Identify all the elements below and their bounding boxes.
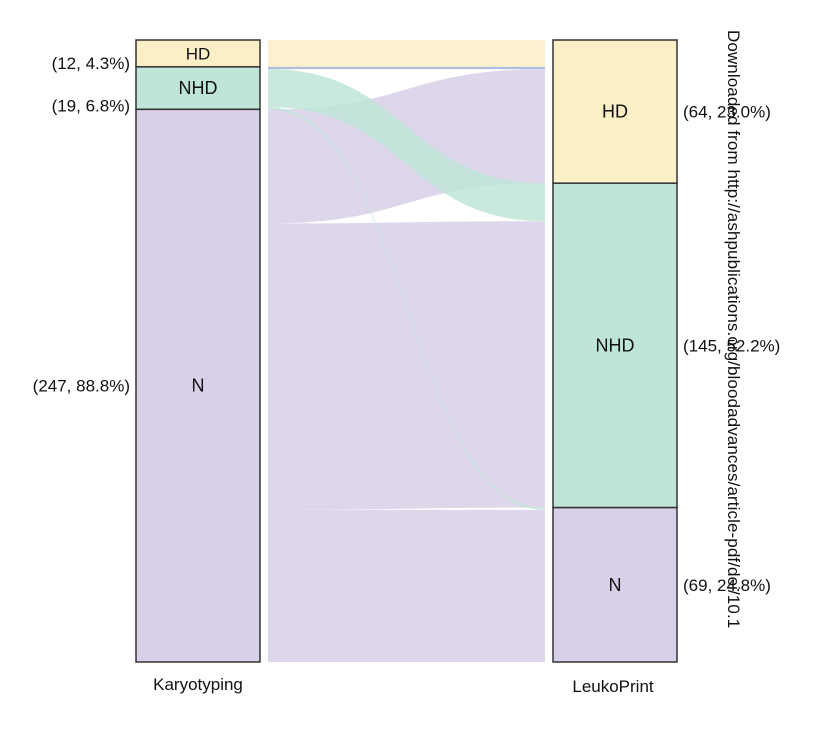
left-node-label-hd: HD	[186, 44, 211, 63]
left-annotation-hd: (12, 4.3%)	[52, 54, 130, 73]
right-node-label-n: N	[609, 575, 622, 595]
flow-n-to-nhd	[268, 221, 545, 510]
left-annotation-n: (247, 88.8%)	[33, 377, 130, 396]
left-node-label-nhd: NHD	[179, 78, 218, 98]
flow-nhd-to-nhd	[268, 69, 545, 222]
left-node-hd	[135, 39, 261, 68]
flow-hd-to-hd	[268, 40, 545, 67]
right-axis-label: LeukoPrint	[572, 677, 654, 696]
right-annotation-nhd: (145, 52.2%)	[683, 336, 780, 355]
left-annotation-nhd: (19, 6.8%)	[52, 96, 130, 115]
nodes-layer	[135, 39, 678, 663]
right-node-label-nhd: NHD	[596, 335, 635, 355]
right-node-n	[552, 506, 678, 663]
right-node-hd	[552, 39, 678, 184]
flow-n-to-n	[268, 509, 545, 662]
flows-layer	[268, 40, 545, 662]
watermark-text: Downloaded from http://ashpublications.o…	[724, 30, 743, 629]
flow-nhd-to-n	[268, 107, 545, 510]
left-node-nhd	[135, 66, 261, 111]
flow-nhd-to-hd	[268, 66, 545, 70]
right-node-label-hd: HD	[602, 102, 628, 122]
left-axis-label: Karyotyping	[153, 675, 243, 694]
left-node-n	[135, 108, 261, 663]
left-node-label-n: N	[192, 376, 205, 396]
right-annotation-n: (69, 24.8%)	[683, 576, 771, 595]
right-annotation-hd: (64, 23.0%)	[683, 103, 771, 122]
